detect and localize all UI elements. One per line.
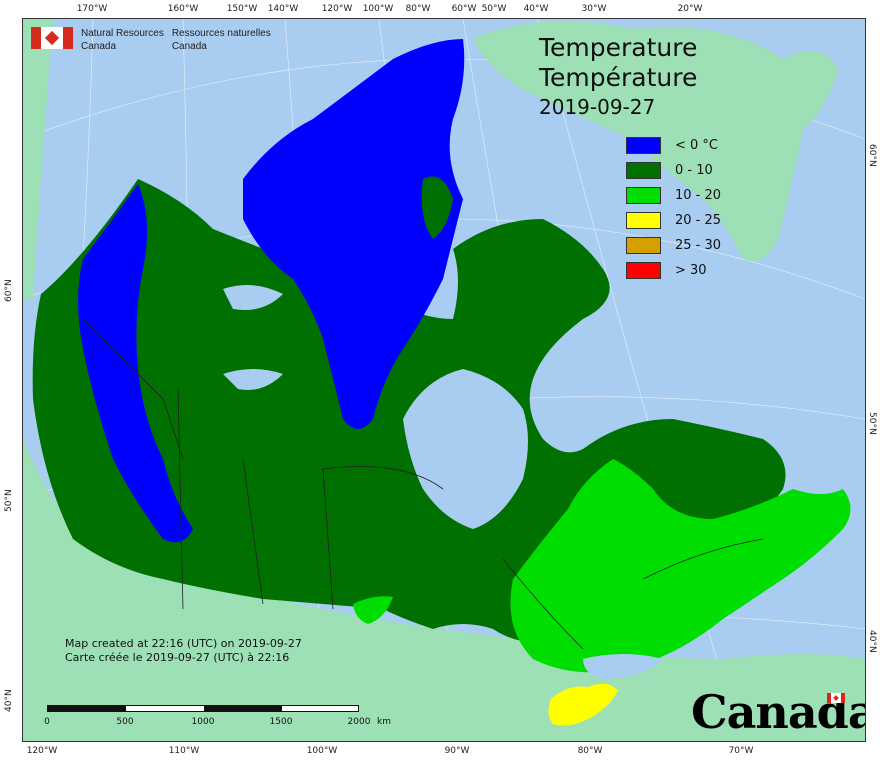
scale-bar-label: 500: [116, 717, 134, 727]
graticule-right-label: 60°N: [867, 144, 877, 167]
scale-bar-label: 2000: [347, 717, 371, 727]
graticule-bottom-label: 120°W: [26, 746, 58, 756]
canada-wordmark: Canada: [691, 685, 865, 739]
temperature-map: [23, 19, 865, 741]
legend-swatch: [626, 212, 661, 229]
scale-bar-unit: km: [377, 717, 391, 727]
scale-bar-segment: [204, 706, 282, 711]
region-10-20: [510, 459, 851, 673]
agency-name-en: Natural Resources Canada: [81, 27, 164, 53]
map-canvas[interactable]: Natural Resources Canada Ressources natu…: [22, 18, 866, 742]
credit-en: Map created at 22:16 (UTC) on 2019-09-27: [65, 637, 302, 650]
graticule-top-label: 160°W: [167, 4, 199, 14]
scale-bar-label: 1500: [269, 717, 293, 727]
graticule-top-label: 120°W: [321, 4, 353, 14]
legend-swatch: [626, 187, 661, 204]
graticule-top-label: 140°W: [267, 4, 299, 14]
graticule-bottom-label: 110°W: [168, 746, 200, 756]
map-credit: Map created at 22:16 (UTC) on 2019-09-27…: [65, 637, 302, 665]
graticule-top-label: 100°W: [362, 4, 394, 14]
legend-item: 10 - 20: [626, 183, 721, 208]
canada-flag-icon: [31, 27, 73, 49]
graticule-top-label: 150°W: [226, 4, 258, 14]
region-10-20-prairie: [353, 596, 393, 624]
title-date: 2019-09-27: [539, 95, 656, 119]
graticule-top-label: 80°W: [405, 4, 431, 14]
legend-swatch: [626, 237, 661, 254]
graticule-left-label: 60°N: [4, 279, 14, 302]
graticule-left-label: 40°N: [4, 689, 14, 712]
credit-fr: Carte créée le 2019-09-27 (UTC) à 22:16: [65, 651, 290, 664]
legend-label: 20 - 25: [675, 213, 722, 228]
great-slave-lake: [223, 369, 283, 390]
provincial-borders: [82, 318, 764, 650]
graticule-top-label: 50°W: [481, 4, 507, 14]
map-title: Temperature Température 2019-09-27: [539, 33, 697, 121]
agency-fr-line: Ressources naturelles: [171, 28, 271, 39]
scale-bar-label: 0: [44, 717, 50, 727]
region-below-0-west: [78, 184, 193, 543]
region-below-0: [243, 39, 465, 429]
alaska: [23, 19, 53, 299]
graticule-bottom-label: 70°W: [728, 746, 754, 756]
baffin-edge: [421, 176, 453, 239]
agency-fr-line: Canada: [171, 41, 207, 52]
scale-bar-label: 1000: [191, 717, 215, 727]
graticule-top-label: 20°W: [677, 4, 703, 14]
graticule-bottom-label: 80°W: [577, 746, 603, 756]
agency-signature: Natural Resources Canada Ressources natu…: [31, 27, 271, 53]
legend-item: < 0 °C: [626, 133, 721, 158]
legend-label: 25 - 30: [675, 238, 722, 253]
graticule-top-label: 30°W: [581, 4, 607, 14]
scale-bar-segment: [48, 706, 126, 711]
legend-label: < 0 °C: [675, 138, 719, 153]
graticule-top-label: 40°W: [523, 4, 549, 14]
region-20-25: [548, 683, 618, 726]
legend-item: 20 - 25: [626, 208, 721, 233]
scale-bar: 0 500 1000 1500 2000 km: [44, 705, 391, 733]
scale-bar-track: [47, 705, 359, 712]
graticule-left-label: 50°N: [4, 489, 14, 512]
agency-en-line: Canada: [81, 41, 117, 52]
graticule-bottom-label: 90°W: [444, 746, 470, 756]
graticule-top-label: 170°W: [76, 4, 108, 14]
hudson-bay: [403, 369, 528, 529]
great-lakes: [583, 654, 663, 679]
great-bear-lake: [223, 285, 283, 310]
legend: < 0 °C 0 - 10 10 - 20 20 - 25 25 - 30 > 30: [626, 133, 721, 283]
legend-label: 0 - 10: [675, 163, 713, 178]
agency-en-line: Natural Resources: [81, 28, 164, 39]
legend-swatch: [626, 137, 661, 154]
graticule-top-label: 60°W: [451, 4, 477, 14]
legend-swatch: [626, 262, 661, 279]
legend-item: 25 - 30: [626, 233, 721, 258]
graticule-right-label: 50°N: [867, 412, 877, 435]
graticule-bottom-label: 100°W: [306, 746, 338, 756]
title-fr: Température: [539, 63, 698, 92]
legend-label: > 30: [675, 263, 707, 278]
legend-item: > 30: [626, 258, 721, 283]
wordmark-flag-icon: [827, 693, 845, 703]
graticule-right-label: 40°N: [867, 630, 877, 653]
title-en: Temperature: [539, 33, 698, 62]
agency-name-fr: Ressources naturelles Canada: [172, 27, 271, 53]
legend-label: 10 - 20: [675, 188, 722, 203]
legend-swatch: [626, 162, 661, 179]
legend-item: 0 - 10: [626, 158, 721, 183]
